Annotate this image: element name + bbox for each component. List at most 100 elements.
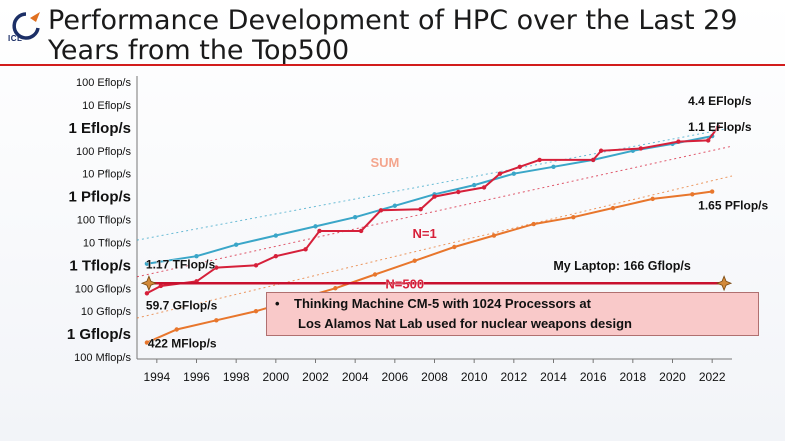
data-point-n-1 [715,124,721,130]
x-tick-label: 1994 [143,370,170,384]
data-point-n-1 [144,291,150,296]
data-point-n-1 [214,265,219,270]
data-point-n-1 [537,157,542,163]
annotation-laptop: My Laptop: 166 Gflop/s [553,259,691,273]
data-point-n-500 [372,272,378,277]
annotation-sum-end: 4.4 EFlop/s [688,94,752,108]
annotation-sum-start: 1.17 TFlop/s [146,258,216,272]
x-tick-label: 2006 [381,370,408,384]
trend-line-n-500 [136,175,733,319]
callout-line-1: • Thinking Machine CM-5 with 1024 Proces… [275,296,591,311]
y-tick-label: 100 Mflop/s [74,352,131,364]
x-tick-label: 2008 [421,370,448,384]
data-point-sum [392,203,398,208]
y-tick-label: 100 Eflop/s [76,77,132,89]
data-point-n-1 [358,228,364,234]
data-point-n-1 [676,139,681,144]
x-tick-label: 2010 [461,370,488,384]
callout-bullet: • [275,296,280,311]
data-point-sum [471,182,477,188]
data-point-sum [313,224,318,229]
annotation-n1-end: 1.1 EFlop/s [688,120,752,134]
trend-lines [136,127,733,319]
annotation-sum-label: SUM [370,155,399,170]
callout-line-2: Los Alamos Nat Lab used for nuclear weap… [298,316,632,331]
icl-logo-icon [12,12,40,40]
slide-title: Performance Development of HPC over the … [48,6,748,66]
logo-text: ICL [8,34,23,43]
data-point-n-500 [412,258,417,263]
data-point-n-1 [497,171,503,176]
y-tick-labels: 100 Mflop/s 1 Gflop/s 10 Gflop/s 100 Gflop/… [67,77,132,364]
y-tick-label: 10 Pflop/s [82,169,131,181]
data-point-n-500 [709,189,715,194]
data-point-n-500 [174,327,179,332]
data-series [144,124,721,345]
x-tick-label: 2022 [699,370,726,384]
laptop-star-marker [140,275,157,292]
data-point-n-1 [706,138,711,143]
data-point-n-500 [452,244,457,250]
laptop-line-group [140,275,733,292]
data-point-n-1 [253,263,259,268]
data-point-sum [511,171,517,176]
y-tick-label: 100 Tflop/s [77,215,132,227]
x-tick-label: 2012 [500,370,527,384]
data-point-n-500 [491,233,497,238]
trend-line-sum [136,127,733,241]
data-point-n-1 [303,247,308,252]
annotation-n500-end: 1.65 PFlop/s [698,199,768,213]
data-point-n-500 [253,308,259,314]
data-point-n-1 [158,283,163,289]
x-tick-label: 2020 [659,370,686,384]
data-point-n-1 [456,189,461,195]
data-point-n-1 [317,228,322,234]
data-point-n-500 [214,318,219,323]
y-tick-label: 10 Eflop/s [82,100,131,112]
data-point-sum [551,164,556,169]
title-line-2: Years from the Top500 [48,35,350,66]
y-tick-label: 10 Tflop/s [83,237,132,249]
series-line-n-500 [146,190,713,344]
y-tick-label: 1 Eflop/s [68,120,131,137]
data-point-n-1 [378,208,384,213]
data-point-n-500 [531,221,536,227]
x-tick-label: 2014 [540,370,567,384]
annotations: 4.4 EFlop/s 1.1 EFlop/s 1.65 PFlop/s 1.17 T… [146,94,769,351]
x-tick-label: 1996 [183,370,210,384]
data-point-n-500 [610,205,616,211]
data-point-n-1 [481,185,487,190]
data-point-n-1 [517,164,522,169]
annotation-n1-start: 59.7 GFlop/s [146,298,218,312]
data-point-n-500 [333,286,338,291]
data-point-sum [352,215,358,220]
y-tick-label: 1 Pflop/s [68,189,131,206]
y-tick-label: 10 Gflop/s [81,306,132,318]
data-point-n-1 [590,157,596,163]
y-tick-label: 100 Gflop/s [75,283,132,295]
y-tick-label: 1 Tflop/s [69,257,131,274]
data-point-n-500 [144,340,150,345]
data-point-n-500 [571,215,576,220]
data-point-sum [144,261,150,266]
data-point-sum [194,253,199,259]
x-tick-labels: 1994 1996 1998 2000 2002 2004 2006 2008 2010 2012… [143,359,726,384]
x-tick-label: 2000 [262,370,289,384]
title-rule [0,64,785,66]
x-tick-label: 2016 [580,370,607,384]
data-point-n-1 [638,146,643,151]
data-point-n-500 [650,196,655,202]
annotation-n1-label: N=1 [412,226,436,241]
annotation-n500-label: N=500 [385,276,424,291]
y-tick-label: 100 Pflop/s [76,146,132,158]
y-tick-label: 1 Gflop/s [67,326,131,343]
data-point-n-500 [690,192,695,197]
annotation-n500-start: 422 MFlop/s [148,337,217,351]
callout-text-1: Thinking Machine CM-5 with 1024 Processo… [294,296,591,311]
data-point-n-1 [418,206,423,212]
x-tick-label: 2004 [342,370,369,384]
x-tick-label: 2018 [619,370,646,384]
data-point-sum [233,242,239,247]
data-point-n-1 [598,148,604,153]
